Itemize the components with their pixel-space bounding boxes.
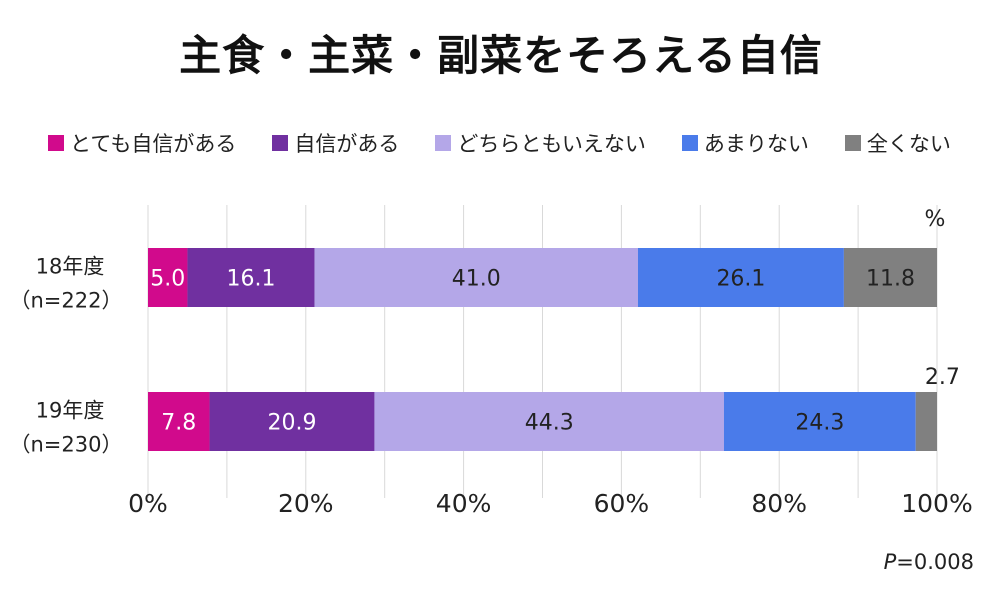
bar-segment xyxy=(723,392,916,451)
legend-swatch xyxy=(48,135,64,151)
category-label: （n=222） xyxy=(10,289,123,313)
p-value-letter: P xyxy=(883,550,897,574)
legend-item: 自信がある xyxy=(272,128,399,158)
category-label: 19年度 xyxy=(36,399,105,423)
x-tick-label: 80% xyxy=(751,489,807,518)
data-label: 2.7 xyxy=(925,365,960,390)
legend-label: どちらともいえない xyxy=(457,132,646,156)
category-label: （n=230） xyxy=(10,433,123,457)
x-tick-label: 0% xyxy=(128,489,168,518)
legend: とても自信がある 自信がある どちらともいえない あまりない 全くない xyxy=(48,128,951,158)
x-tick-label: 40% xyxy=(436,489,492,518)
data-label: 20.9 xyxy=(268,411,317,436)
data-label: 41.0 xyxy=(452,267,501,292)
bar-segment xyxy=(148,248,188,307)
legend-swatch xyxy=(681,135,698,151)
legend-swatch xyxy=(272,135,289,151)
legend-item: どちらともいえない xyxy=(435,128,646,158)
data-label: 11.8 xyxy=(866,267,915,292)
bar-segment xyxy=(148,392,210,451)
data-label: 26.1 xyxy=(716,267,765,292)
chart-title: 主食・主菜・副菜をそろえる自信 xyxy=(179,31,823,80)
x-tick-label: 60% xyxy=(594,489,650,518)
data-label: 5.0 xyxy=(150,267,185,292)
data-label: 24.3 xyxy=(795,411,844,436)
category-label: 18年度 xyxy=(36,255,105,279)
data-label: 44.3 xyxy=(525,411,574,436)
legend-label: 自信がある xyxy=(294,132,400,156)
bar-segment xyxy=(209,392,375,451)
bar-segment xyxy=(915,392,937,451)
legend-label: 全くない xyxy=(866,132,951,156)
legend-item: 全くない xyxy=(844,128,951,158)
bar-segment xyxy=(843,248,937,307)
unit-label: % xyxy=(925,207,946,232)
legend-label: とても自信がある xyxy=(70,132,237,156)
p-value-text: =0.008 xyxy=(896,550,974,574)
bar-segment xyxy=(637,248,844,307)
legend-item: あまりない xyxy=(681,128,809,158)
p-value: P=0.008 xyxy=(884,550,974,574)
legend-swatch xyxy=(844,135,861,151)
x-tick-label: 100% xyxy=(901,489,972,518)
legend-swatch xyxy=(435,135,452,151)
legend-label: あまりない xyxy=(703,132,809,156)
data-label: 7.8 xyxy=(161,411,196,436)
data-label: 16.1 xyxy=(226,267,275,292)
legend-item: とても自信がある xyxy=(48,128,236,158)
bar-segment xyxy=(374,392,724,451)
bar-segment xyxy=(187,248,315,307)
bar-segment xyxy=(314,248,638,307)
x-tick-label: 20% xyxy=(278,489,334,518)
